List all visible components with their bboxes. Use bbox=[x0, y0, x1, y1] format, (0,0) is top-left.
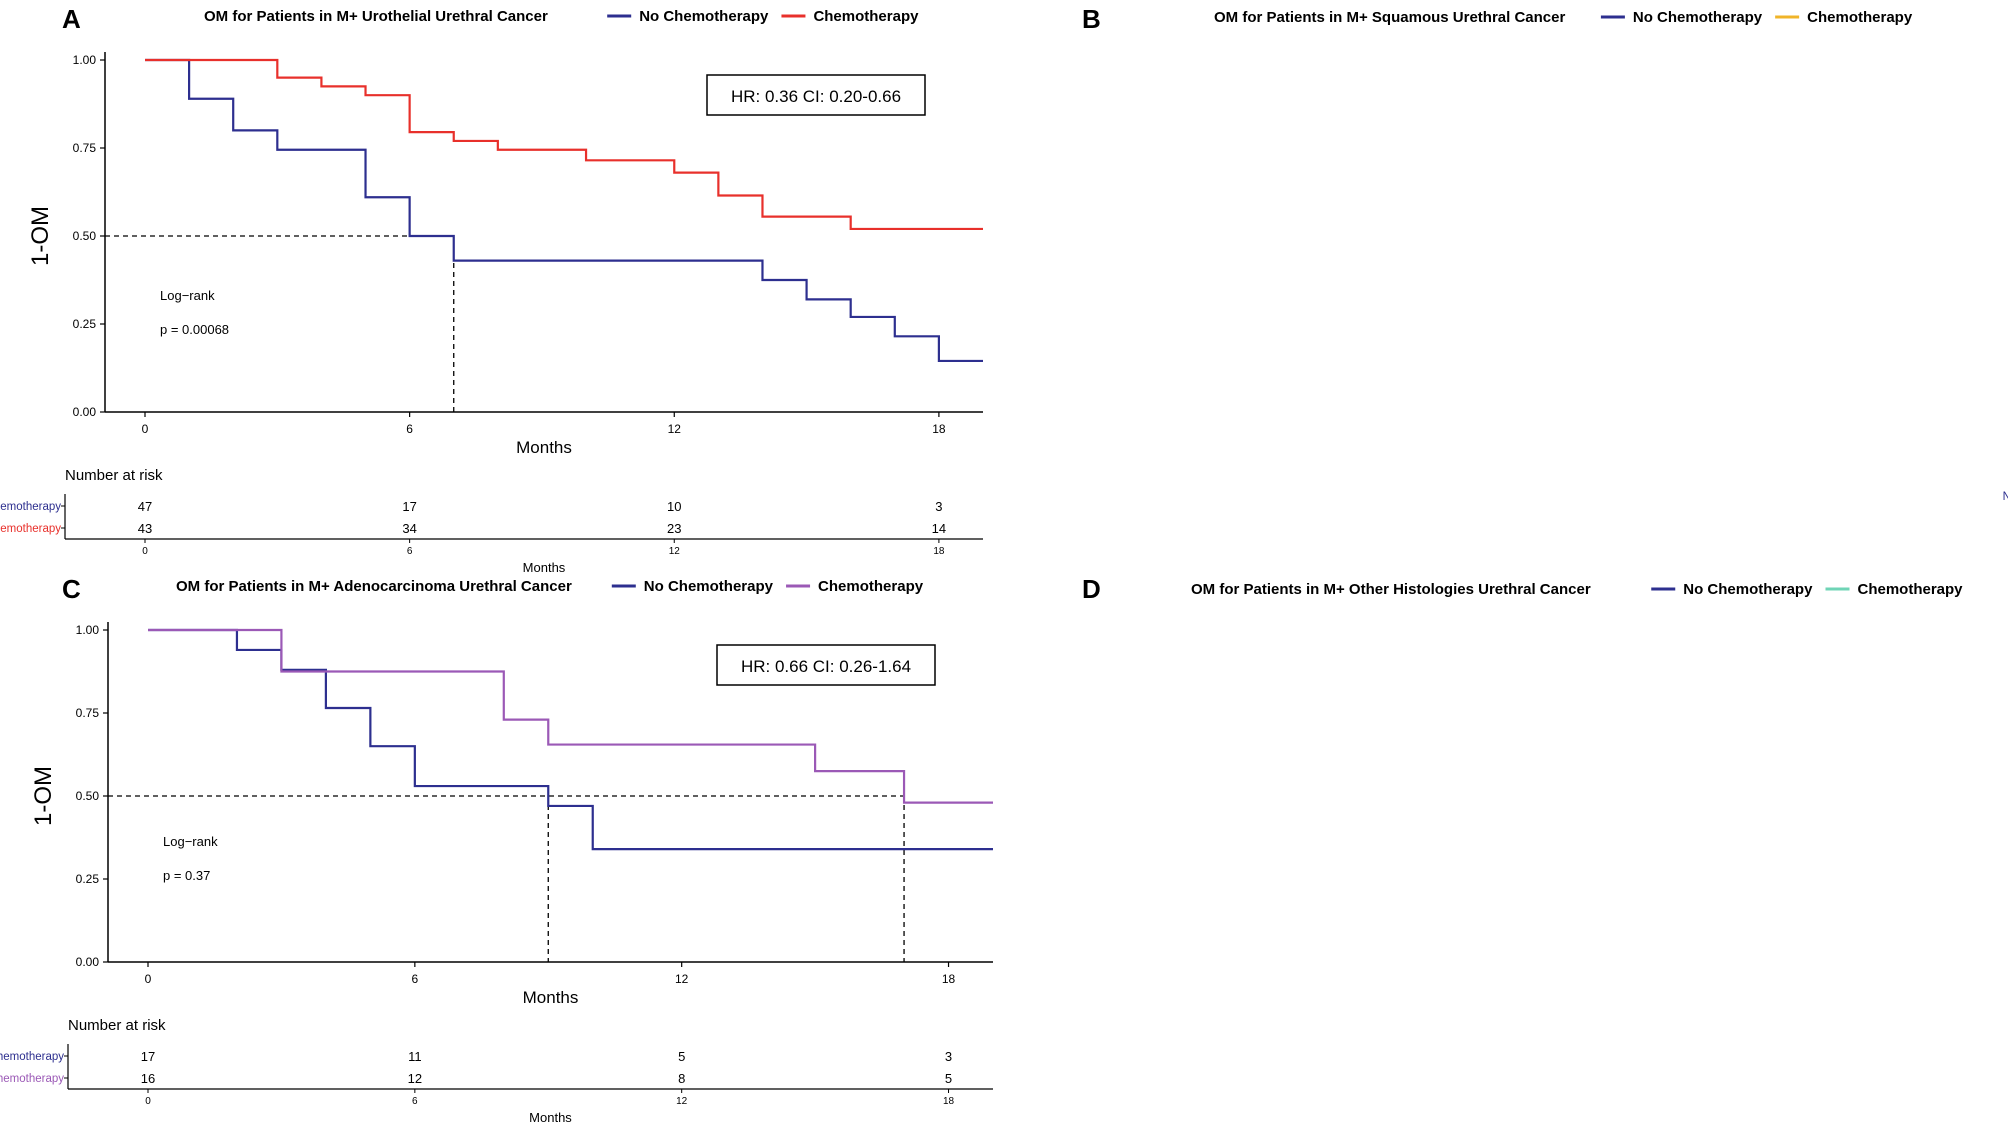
p-value: p = 0.00068 bbox=[160, 322, 229, 337]
legend-label-chemo: Chemotherapy bbox=[1807, 9, 1913, 26]
risk-count-chemo: 12 bbox=[408, 1071, 422, 1086]
risk-x-tick-label: 6 bbox=[407, 546, 413, 557]
hazard-ratio-text: HR: 0.66 CI: 0.26-1.64 bbox=[741, 657, 911, 676]
x-tick-label: 18 bbox=[932, 422, 946, 436]
chart-title: OM for Patients in M+ Other Histologies … bbox=[1191, 581, 1591, 598]
risk-table-title: Number at risk bbox=[68, 1017, 166, 1034]
km-curve-chemo bbox=[148, 628, 993, 804]
x-axis-label: Months bbox=[523, 988, 579, 1007]
x-tick-label: 12 bbox=[675, 972, 689, 986]
p-value: p = 0.37 bbox=[163, 868, 210, 883]
risk-x-tick-label: 18 bbox=[933, 546, 945, 557]
risk-x-tick-label: 18 bbox=[943, 1096, 955, 1107]
chart-title: OM for Patients in M+ Urothelial Urethra… bbox=[204, 8, 548, 25]
hazard-ratio-box: HR: 0.36 CI: 0.20-0.66 bbox=[706, 74, 926, 116]
risk-count-no-chemo: 5 bbox=[678, 1049, 685, 1064]
risk-x-axis-label: Months bbox=[529, 1110, 572, 1125]
y-tick-label: 1.00 bbox=[76, 623, 100, 637]
y-tick-label: 0.75 bbox=[73, 141, 97, 155]
y-tick-label: 0.75 bbox=[76, 706, 100, 720]
risk-count-no-chemo: 3 bbox=[945, 1049, 952, 1064]
risk-x-tick-label: 12 bbox=[669, 546, 681, 557]
risk-count-no-chemo: 17 bbox=[141, 1049, 155, 1064]
x-tick-label: 6 bbox=[411, 972, 418, 986]
panel-letter: C bbox=[62, 574, 81, 604]
km-curve-no-chemo bbox=[145, 58, 983, 363]
hazard-ratio-text: HR: 0.36 CI: 0.20-0.66 bbox=[731, 87, 901, 106]
y-tick-label: 0.50 bbox=[76, 789, 100, 803]
x-tick-label: 6 bbox=[406, 422, 413, 436]
chart-title: OM for Patients in M+ Adenocarcinoma Ure… bbox=[176, 578, 572, 595]
risk-count-chemo: 14 bbox=[932, 521, 946, 536]
chart-title: OM for Patients in M+ Squamous Urethral … bbox=[1214, 9, 1565, 26]
chart-title-legend: OM for Patients in M+ Other Histologies … bbox=[1191, 581, 1963, 598]
legend-label-no-chemo: No Chemotherapy bbox=[1633, 9, 1763, 26]
risk-row-label-chemo: Chemotherapy bbox=[0, 523, 61, 535]
panel-letter: B bbox=[1082, 4, 1101, 34]
risk-count-chemo: 43 bbox=[138, 521, 152, 536]
legend-label-chemo: Chemotherapy bbox=[1858, 581, 1964, 598]
x-tick-label: 18 bbox=[942, 972, 956, 986]
risk-x-tick-label: 0 bbox=[145, 1096, 151, 1107]
x-tick-label: 0 bbox=[142, 422, 149, 436]
risk-row-label-no-chemo: No Chemotherapy bbox=[0, 501, 61, 513]
risk-x-tick-label: 6 bbox=[412, 1096, 418, 1107]
risk-row-label-no-chemo: No Chemotherapy bbox=[2003, 491, 2008, 503]
risk-count-no-chemo: 3 bbox=[935, 499, 942, 514]
risk-count-chemo: 16 bbox=[141, 1071, 155, 1086]
risk-count-chemo: 23 bbox=[667, 521, 681, 536]
risk-row-label-chemo: Chemotherapy bbox=[0, 1073, 64, 1085]
legend-label-no-chemo: No Chemotherapy bbox=[1683, 581, 1813, 598]
y-tick-label: 0.25 bbox=[76, 872, 100, 886]
logrank-label: Log−rank bbox=[163, 834, 218, 849]
km-curve-no-chemo bbox=[148, 628, 993, 851]
legend-label-no-chemo: No Chemotherapy bbox=[639, 8, 769, 25]
y-tick-label: 0.00 bbox=[73, 405, 97, 419]
risk-x-axis-label: Months bbox=[523, 560, 566, 575]
risk-table-title: Number at risk bbox=[65, 467, 163, 484]
logrank-label: Log−rank bbox=[160, 288, 215, 303]
panel-letter: A bbox=[62, 4, 81, 34]
x-tick-label: 12 bbox=[668, 422, 682, 436]
risk-count-no-chemo: 11 bbox=[408, 1049, 422, 1064]
panel-a: A OM for Patients in M+ Urothelial Urethr… bbox=[0, 4, 983, 575]
risk-count-chemo: 8 bbox=[678, 1071, 685, 1086]
risk-row-label-no-chemo: No Chemotherapy bbox=[0, 1051, 64, 1063]
legend-label-no-chemo: No Chemotherapy bbox=[644, 578, 774, 595]
risk-count-no-chemo: 17 bbox=[402, 499, 416, 514]
panel-letter: D bbox=[1082, 574, 1101, 604]
risk-count-chemo: 34 bbox=[402, 521, 416, 536]
hazard-ratio-box: HR: 0.66 CI: 0.26-1.64 bbox=[716, 644, 936, 686]
legend-label-chemo: Chemotherapy bbox=[818, 578, 924, 595]
y-tick-label: 0.50 bbox=[73, 229, 97, 243]
risk-x-tick-label: 12 bbox=[676, 1096, 688, 1107]
risk-count-no-chemo: 47 bbox=[138, 499, 152, 514]
risk-count-chemo: 5 bbox=[945, 1071, 952, 1086]
y-tick-label: 0.00 bbox=[76, 955, 100, 969]
y-tick-label: 1.00 bbox=[73, 53, 97, 67]
y-axis-label: 1-OM bbox=[27, 206, 54, 266]
km-curve-chemo bbox=[145, 58, 983, 231]
chart-title-legend: OM for Patients in M+ Adenocarcinoma Ure… bbox=[176, 578, 924, 595]
panel-b: B OM for Patients in M+ Squamous Urethral… bbox=[1082, 4, 2008, 503]
risk-count-no-chemo: 10 bbox=[667, 499, 681, 514]
y-axis-label: 1-OM bbox=[30, 766, 57, 826]
panel-d: D OM for Patients in M+ Other Histologies… bbox=[1082, 574, 2008, 1063]
chart-title-legend: OM for Patients in M+ Squamous Urethral … bbox=[1214, 9, 1913, 26]
x-axis-label: Months bbox=[516, 438, 572, 457]
y-tick-label: 0.25 bbox=[73, 317, 97, 331]
chart-title-legend: OM for Patients in M+ Urothelial Urethra… bbox=[204, 8, 919, 25]
panel-c: C OM for Patients in M+ Adenocarcinoma Ur… bbox=[0, 574, 993, 1125]
x-tick-label: 0 bbox=[145, 972, 152, 986]
risk-x-tick-label: 0 bbox=[142, 546, 148, 557]
legend-label-chemo: Chemotherapy bbox=[813, 8, 919, 25]
